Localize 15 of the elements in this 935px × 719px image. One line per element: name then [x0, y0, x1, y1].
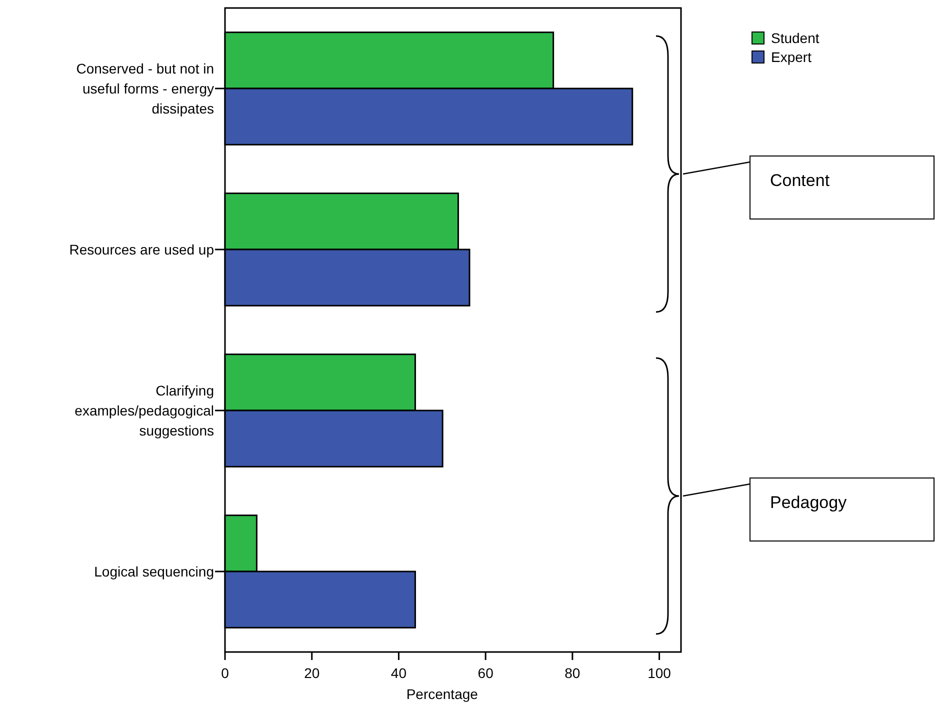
- y-tick-label: Logical sequencing: [94, 564, 214, 580]
- text: Content: [770, 171, 830, 190]
- x-tick-label: 100: [648, 665, 672, 681]
- x-tick-label: 80: [564, 665, 580, 681]
- legend-label: Expert: [771, 49, 812, 65]
- x-axis-title: Percentage: [406, 686, 478, 702]
- legend-label: Student: [771, 30, 820, 46]
- y-tick-label: Clarifying examples/pedagogical suggestions: [74, 382, 214, 438]
- x-tick-label: 60: [478, 665, 494, 681]
- x-tick-label: 20: [304, 665, 320, 681]
- x-tick-label: 40: [390, 665, 407, 681]
- text: Pedagogy: [770, 493, 848, 512]
- y-tick-label: Conserved - but not in useful forms - energy dissipates: [76, 60, 214, 116]
- x-tick-label: 0: [221, 665, 230, 681]
- y-tick-label: Resources are used up: [69, 242, 214, 258]
